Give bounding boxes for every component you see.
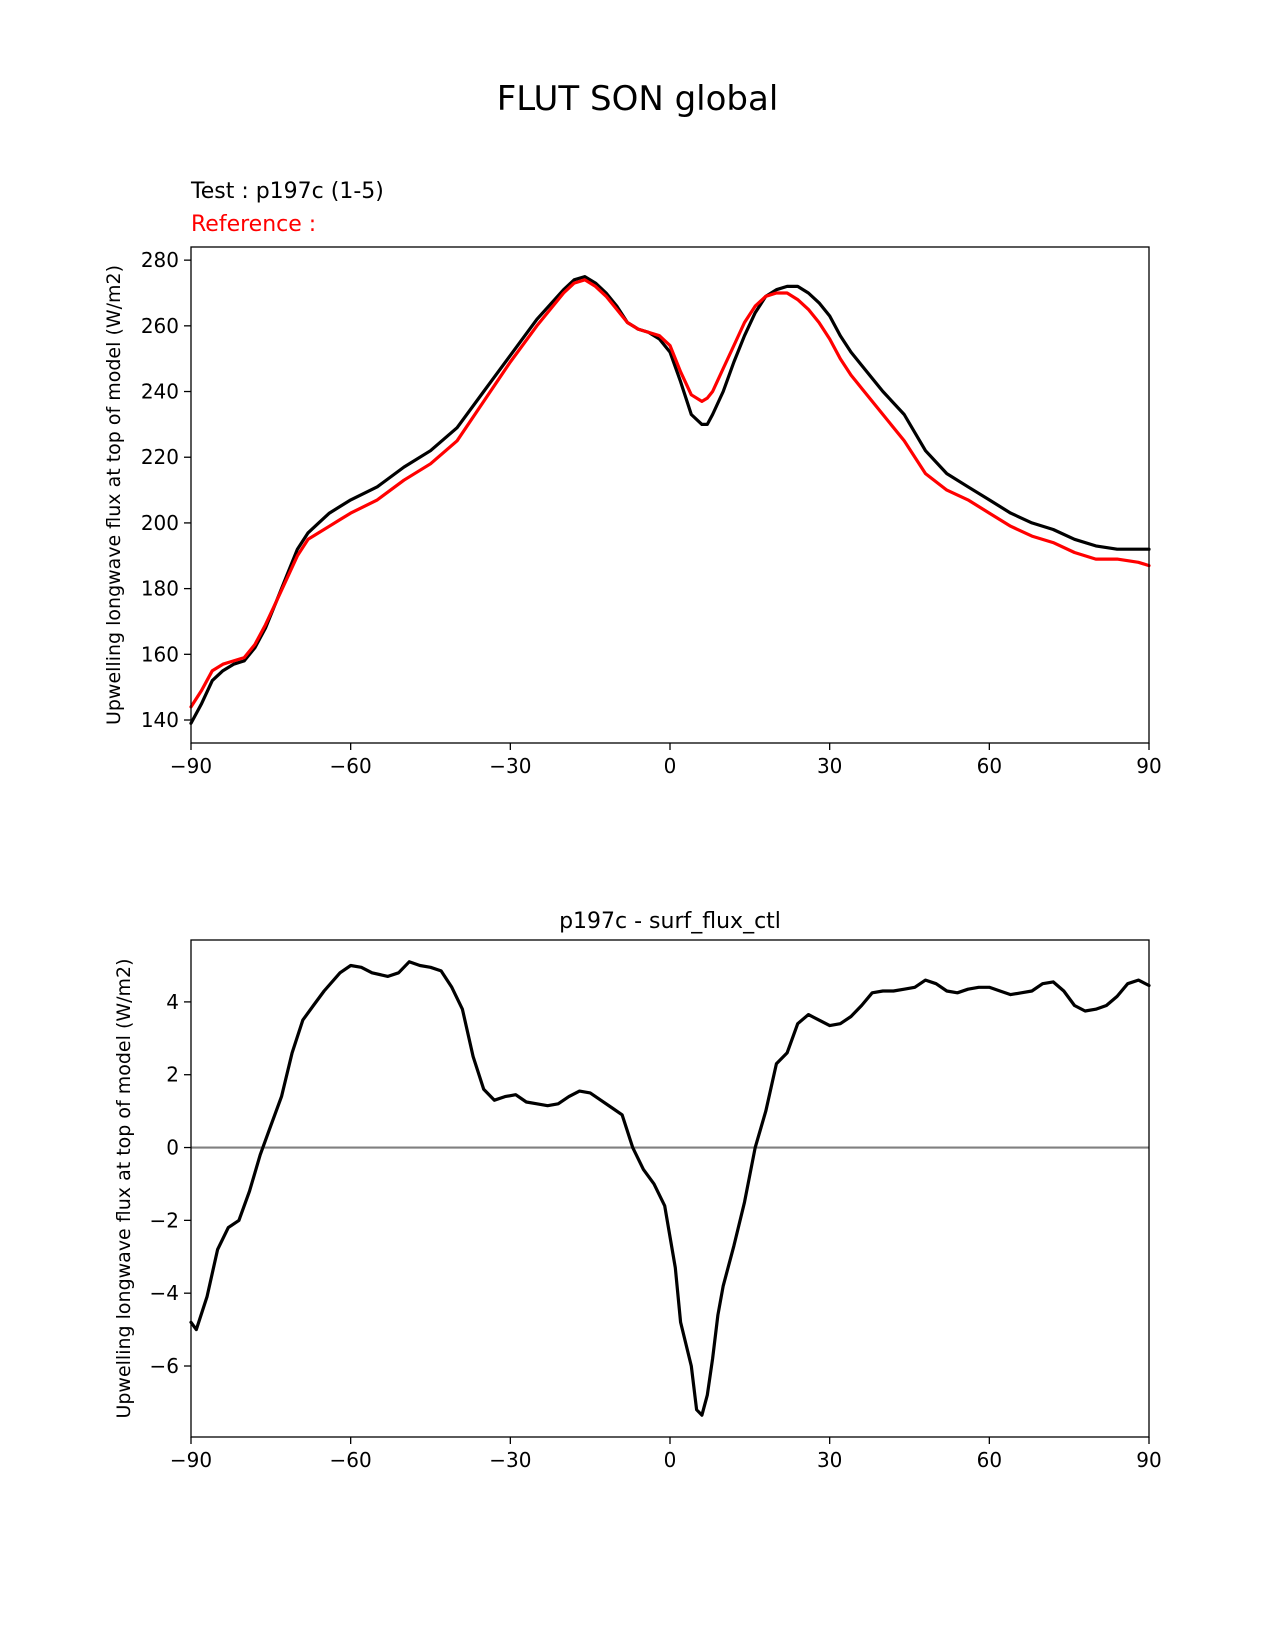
bottom-chart-title: p197c - surf_flux_ctl [559,909,781,934]
top-series-line-1 [189,278,1151,709]
bottom-x-tick-label: 90 [1136,1448,1161,1472]
bottom-y-axis-label: Upwelling longwave flux at top of model … [113,958,135,1418]
top-x-tick-label: 90 [1136,754,1161,778]
top-x-tick-label: −60 [330,754,372,778]
top-y-tick-label: 240 [141,380,179,404]
top-y-tick-label: 160 [141,642,179,666]
top-y-tick-label: 280 [141,248,179,272]
top-x-tick-label: 60 [977,754,1002,778]
top-y-tick-label: 220 [141,445,179,469]
top-series-line-0 [189,275,1151,725]
top-y-tick-label: 140 [141,708,179,732]
bottom-x-tick-label: 30 [817,1448,842,1472]
bottom-y-tick-label: 0 [166,1136,179,1160]
figure-title: FLUT SON global [497,79,779,119]
bottom-plot-frame [190,939,1150,1438]
bottom-x-tick-label: −60 [330,1448,372,1472]
bottom-y-tick-label: 4 [166,990,179,1014]
top-chart-panel: Test : p197c (1-5) Reference : −90 −60 −30… [103,179,1162,778]
bottom-series-line-0 [189,960,1151,1417]
top-x-tick-label: −90 [170,754,212,778]
top-chart-reference-title: Reference : [191,212,316,237]
top-x-tick-label: −30 [489,754,531,778]
top-y-tick-label: 180 [141,577,179,601]
bottom-y-tick-label: −6 [150,1354,179,1378]
top-y-axis-label: Upwelling longwave flux at top of model … [103,265,125,725]
bottom-x-tick-label: −30 [489,1448,531,1472]
bottom-y-tick-label: −2 [150,1208,179,1232]
bottom-y-tick-label: 2 [166,1063,179,1087]
top-y-tick-label: 200 [141,511,179,535]
bottom-x-tick-label: −90 [170,1448,212,1472]
top-x-tick-label: 30 [817,754,842,778]
bottom-y-tick-label: −4 [150,1281,179,1305]
top-chart-test-title: Test : p197c (1-5) [190,179,384,204]
top-x-tick-label: 0 [664,754,677,778]
top-y-tick-label: 260 [141,314,179,338]
bottom-chart-panel: p197c - surf_flux_ctl −90 −60 −30 0 30 60 90−6… [113,909,1162,1472]
bottom-x-tick-label: 0 [664,1448,677,1472]
top-plot-frame [190,246,1150,744]
bottom-x-tick-label: 60 [977,1448,1002,1472]
